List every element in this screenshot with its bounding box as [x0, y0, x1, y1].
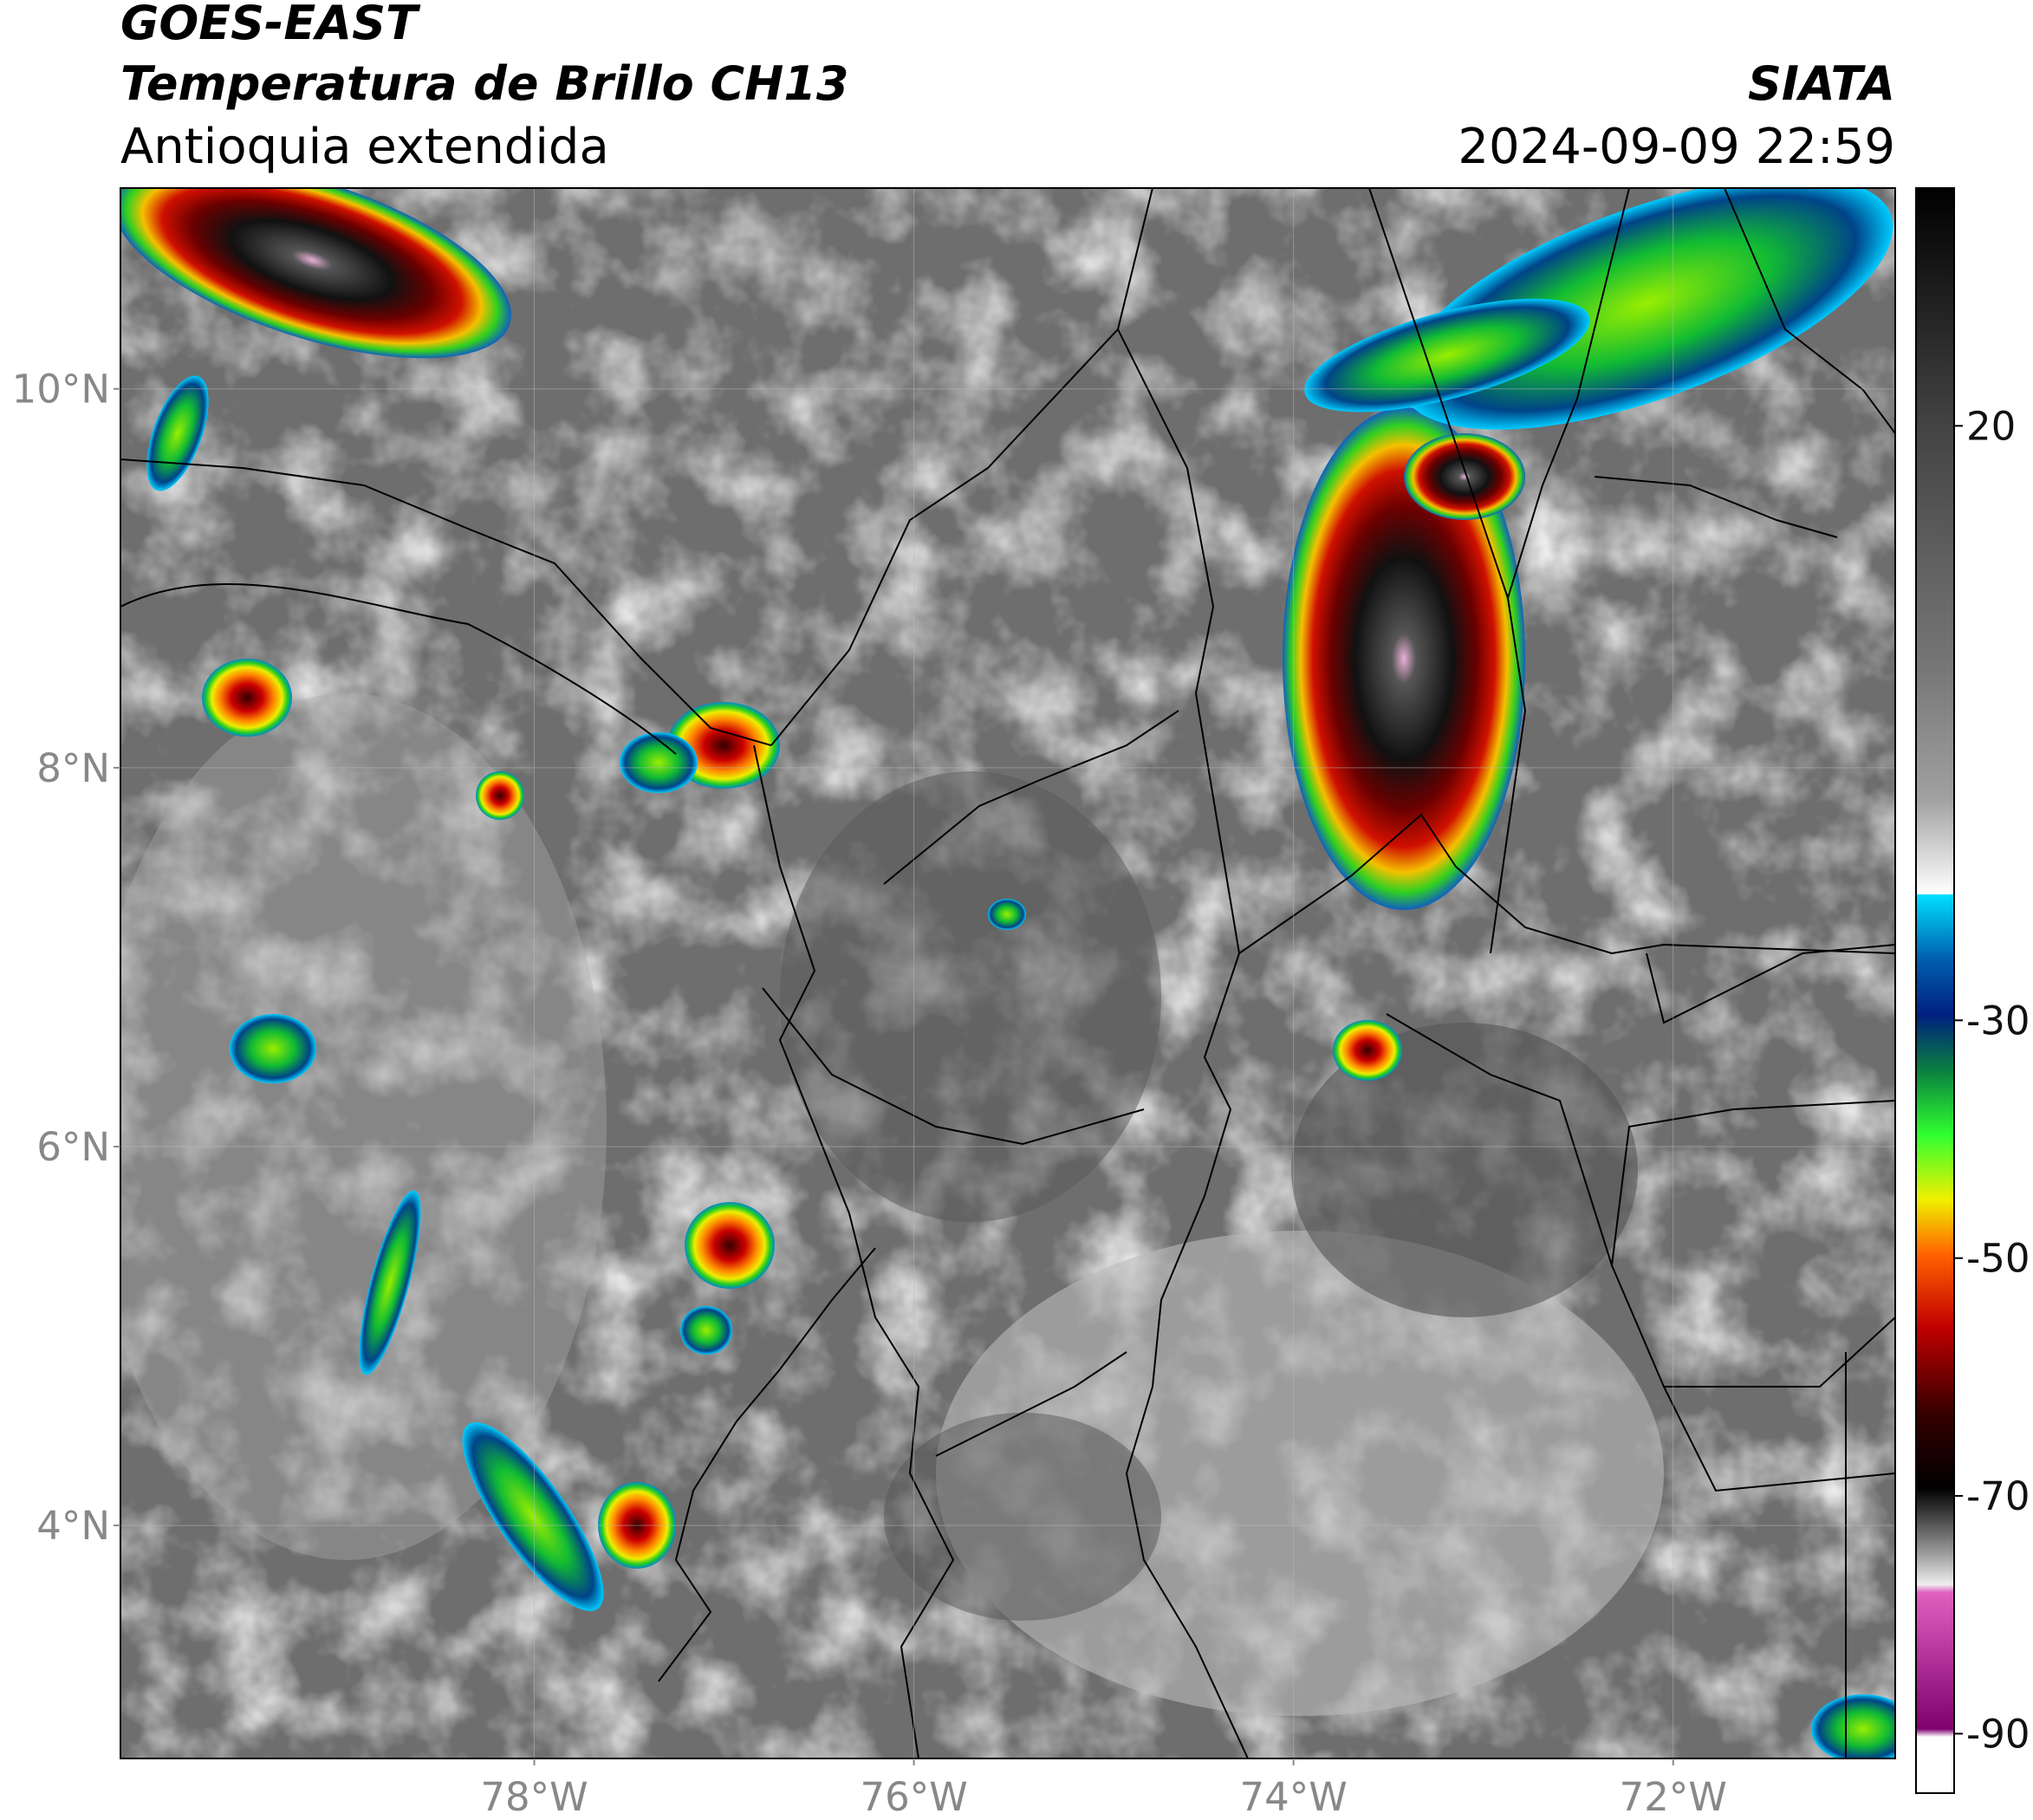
map-frame — [120, 187, 1896, 1759]
region: Antioquia extendida — [120, 119, 609, 175]
colorbar-tick-label: -90 — [1966, 1711, 2030, 1757]
x-tick-label: 74°W — [1240, 1774, 1348, 1820]
y-tick-label: 6°N — [36, 1124, 110, 1170]
satellite-image — [120, 188, 1895, 1758]
colorbar-tick-label: -70 — [1966, 1473, 2030, 1519]
title: GOES-EAST — [120, 0, 421, 50]
x-tick-label: 72°W — [1620, 1774, 1727, 1820]
x-tick-label: 78°W — [480, 1774, 588, 1820]
subtitle: Temperatura de Brillo CH13 — [120, 56, 849, 111]
colorbar-tick-label: 20 — [1966, 403, 2016, 449]
timestamp: 2024-09-09 22:59 — [1458, 119, 1895, 175]
source: SIATA — [1748, 56, 1895, 111]
y-tick-label: 8°N — [36, 745, 110, 791]
y-tick-label: 10°N — [12, 367, 110, 413]
colorbar-tick-label: -50 — [1966, 1236, 2030, 1282]
colorbar — [1915, 187, 1955, 1794]
colorbar-tick-label: -30 — [1966, 998, 2030, 1043]
y-tick-label: 4°N — [36, 1503, 110, 1549]
x-tick-label: 76°W — [860, 1774, 967, 1820]
